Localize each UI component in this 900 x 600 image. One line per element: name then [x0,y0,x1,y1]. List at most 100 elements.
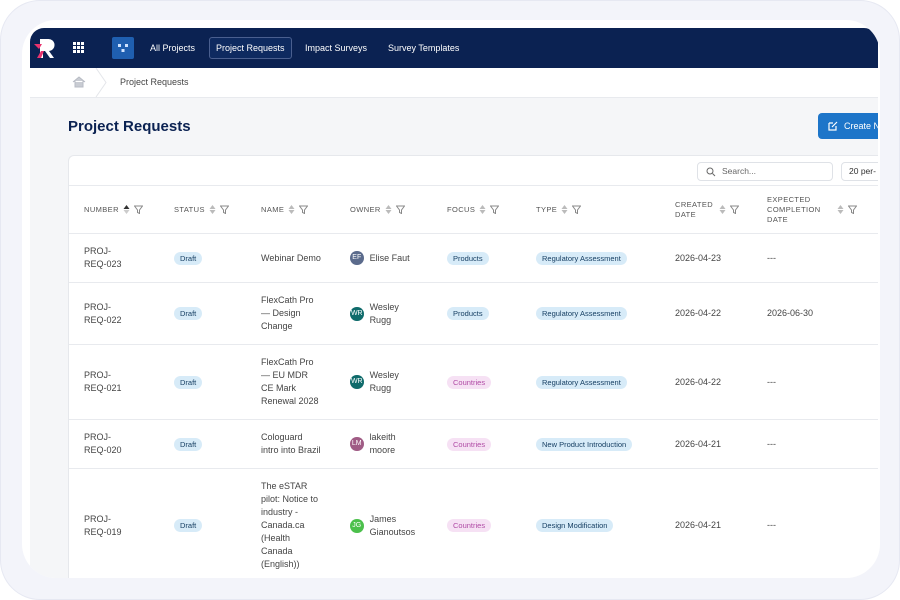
cell-status: Draft [159,282,246,345]
nav-item[interactable]: All Projects [150,43,196,53]
filter-icon[interactable] [133,205,143,214]
sort-icon[interactable] [288,205,295,214]
status-badge: Draft [174,307,203,320]
sort-icon[interactable] [561,205,568,214]
header-label: FOCUS [447,204,476,214]
nav-item[interactable]: Project Requests [209,37,292,59]
cell-focus: Countries [432,344,521,420]
cell-status: Draft [159,468,246,578]
header-cell: OWNER [350,205,428,215]
header-label: OWNER [350,204,381,214]
cell-expected: --- [752,468,861,578]
filter-icon[interactable] [299,205,309,214]
column-header: OWNER [335,185,432,234]
home-icon[interactable] [72,76,86,88]
create-label: Create N [844,121,878,131]
sort-icon[interactable] [719,205,726,214]
avatar: LM [350,437,364,451]
cell-focus: Countries [432,468,521,578]
cell-owner: LM lakeith moore [335,419,432,469]
cell-status: Draft [159,233,246,283]
breadcrumb-separator [95,68,107,97]
filter-icon[interactable] [395,205,405,214]
sort-icon[interactable] [123,205,130,214]
nav-item[interactable]: Survey Templates [388,43,460,53]
window: All Projects Project Requests Impact Surve… [22,20,880,578]
column-header [861,185,878,234]
sort-icon[interactable] [479,205,486,214]
cell-more [861,344,878,420]
cell-number: PROJ-REQ-020 [69,419,159,469]
type-badge: New Product Introduction [536,437,633,451]
filter-icon[interactable] [848,205,857,214]
cell-type: Regulatory Assessment [521,233,660,283]
cell-owner: WR Wesley Rugg [335,344,432,420]
owner-name: Wesley Rugg [369,370,399,393]
filter-icon[interactable] [490,205,500,214]
breadcrumb-current: Project Requests [120,77,189,87]
page-size-label: 20 per- [849,166,876,176]
column-header: TYPE [521,185,660,234]
sort-icon[interactable] [209,205,216,214]
sort-icon[interactable] [837,205,844,214]
search-box[interactable]: Search... [697,162,833,181]
header-label: NUMBER [84,204,119,214]
cell-type: Design Modification [521,468,660,578]
table-row[interactable]: PROJ-REQ-022 Draft FlexCath Pro — Design C… [69,282,878,345]
header-label: CREATED DATE [675,199,714,219]
cell-focus: Products [432,282,521,345]
cell-created: 2026-04-22 [660,344,752,420]
cell-number: PROJ-REQ-022 [69,282,159,345]
focus-badge: Products [447,251,489,265]
header-row: NUMBER STATUS NAME OWNER FOCUS TYPE CREATED DA… [69,185,878,234]
table-body: PROJ-REQ-023 Draft Webinar Demo EF Elise Fau… [69,233,878,578]
status-badge: Draft [174,437,203,451]
table-row[interactable]: PROJ-REQ-020 Draft Cologuard intro into Br… [69,419,878,469]
owner: WR Wesley Rugg [350,301,418,327]
column-header: EXPECTED COMPLETION DATE [752,185,861,234]
cell-more [861,282,878,345]
nav-item[interactable]: Impact Surveys [305,43,368,53]
type-badge: Regulatory Assessment [536,307,627,320]
header-label: EXPECTED COMPLETION DATE [767,194,821,224]
sort-icon[interactable] [385,205,392,214]
owner: JG James Gianoutsos [350,513,418,539]
filter-icon[interactable] [572,205,582,214]
avatar: JG [350,518,364,533]
data-table: NUMBER STATUS NAME OWNER FOCUS TYPE CREATED DA… [69,185,878,578]
header-cell: FOCUS [447,205,517,215]
status-badge: Draft [174,519,203,532]
focus-badge: Countries [447,519,492,532]
header-cell: NAME [261,205,331,215]
app: All Projects Project Requests Impact Surve… [30,28,878,578]
table-row[interactable]: PROJ-REQ-023 Draft Webinar Demo EF Elise Fau… [69,233,878,283]
cell-status: Draft [159,419,246,469]
cell-expected: --- [752,419,861,469]
column-header: NAME [246,185,335,234]
avatar: WR [350,306,364,321]
cell-more [861,468,878,578]
cell-more [861,419,878,469]
create-button[interactable]: Create N [818,113,878,139]
apps-icon[interactable] [73,42,84,53]
focus-badge: Countries [447,375,492,389]
cell-type: Regulatory Assessment [521,282,660,345]
table-row[interactable]: PROJ-REQ-021 Draft FlexCath Pro — EU MDR C… [69,344,878,420]
filter-icon[interactable] [730,205,739,214]
cell-number: PROJ-REQ-023 [69,233,159,283]
header-label: TYPE [536,204,558,214]
cell-name: FlexCath Pro — EU MDR CE Mark Renewal 20… [246,344,335,420]
logo[interactable] [34,36,58,60]
cell-type: New Product Introduction [521,419,660,469]
filter-icon[interactable] [219,205,229,214]
page-size[interactable]: 20 per- [841,162,878,181]
header-label: STATUS [174,204,205,214]
cell-created: 2026-04-23 [660,233,752,283]
cell-expected: --- [752,344,861,420]
module-icon[interactable] [112,37,134,59]
column-header: STATUS [159,185,246,234]
cell-owner: JG James Gianoutsos [335,468,432,578]
status-badge: Draft [174,251,203,265]
table-row[interactable]: PROJ-REQ-019 Draft The eSTAR pilot: Notice… [69,468,878,578]
